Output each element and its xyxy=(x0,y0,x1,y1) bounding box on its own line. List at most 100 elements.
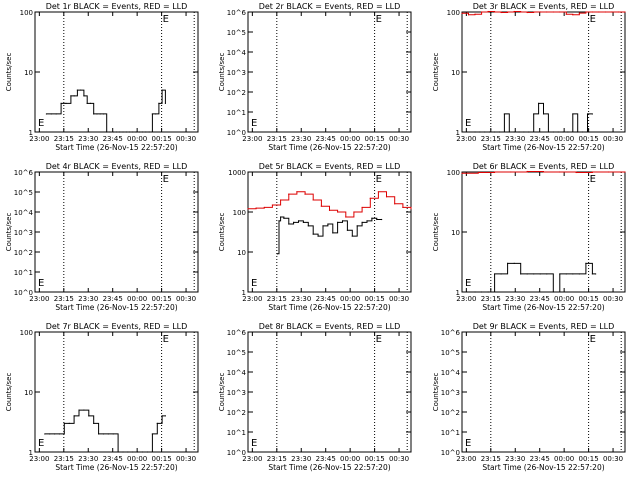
lld-data-point xyxy=(247,208,249,210)
events-data-point xyxy=(76,89,78,91)
y-tick-label: 10^1 xyxy=(14,269,33,277)
marker-e-right: E xyxy=(163,174,169,185)
events-data-point xyxy=(44,433,46,435)
y-axis-label: Counts/sec xyxy=(218,373,226,412)
x-tick-label: 00:00 xyxy=(127,135,147,143)
lld-data-point xyxy=(542,171,545,173)
x-axis-label: Start Time (26-Nov-15 22:57:20) xyxy=(482,303,604,312)
x-tick-label: 00:00 xyxy=(127,455,147,463)
detector-panel: Det 9r BLACK = Events, RED = LLD E E 23:00 2… xyxy=(432,322,626,472)
events-data-point xyxy=(102,433,105,435)
events-data-point xyxy=(376,218,378,221)
x-tick-label: 23:15 xyxy=(267,295,287,303)
y-tick-label: 10^0 xyxy=(227,449,246,457)
events-data-point xyxy=(508,131,510,133)
y-tick-label: 10^6 xyxy=(14,169,34,177)
y-axis-label: Counts/sec xyxy=(5,373,13,412)
y-tick-label: 10^5 xyxy=(14,189,33,197)
x-tick-label: 23:00 xyxy=(29,135,49,143)
x-tick-label: 23:30 xyxy=(291,135,311,143)
events-data-point xyxy=(119,131,121,133)
events-data-point xyxy=(60,102,62,104)
events-data-point xyxy=(55,113,57,115)
lld-data-point xyxy=(474,13,476,15)
events-data-point xyxy=(381,218,383,221)
x-tick-label: 23:15 xyxy=(54,295,74,303)
lld-data-point xyxy=(539,11,541,13)
detector-panel: Det 2r BLACK = Events, RED = LLD E E 23:00 2… xyxy=(218,2,412,152)
x-tick-label: 23:45 xyxy=(103,455,123,463)
x-tick-label: 00:15 xyxy=(365,295,385,303)
events-data-point xyxy=(293,221,295,223)
events-data-point xyxy=(86,102,88,104)
lld-data-point xyxy=(288,193,290,195)
y-tick-label: 100 xyxy=(447,9,460,17)
events-data-point xyxy=(346,229,349,231)
plot-frame xyxy=(247,331,412,453)
lld-data-point xyxy=(533,11,535,13)
x-tick-label: 23:00 xyxy=(456,455,476,463)
x-tick-label: 00:00 xyxy=(554,135,574,143)
events-data-point xyxy=(557,131,559,133)
plot-frame xyxy=(461,331,626,453)
lld-data-point xyxy=(520,11,522,13)
events-data-point xyxy=(513,262,515,264)
x-tick-label: 00:15 xyxy=(152,135,172,143)
events-data-point xyxy=(526,273,528,275)
events-data-point xyxy=(280,216,282,218)
events-data-point xyxy=(53,433,56,435)
events-data-point xyxy=(156,422,158,424)
panel-title: Det 8r BLACK = Events, RED = LLD xyxy=(259,322,401,331)
lld-data-point xyxy=(507,11,509,13)
events-data-point xyxy=(145,131,147,133)
x-tick-label: 00:00 xyxy=(554,455,574,463)
events-data-point xyxy=(552,291,554,293)
x-tick-label: 00:15 xyxy=(152,295,172,303)
x-tick-label: 00:15 xyxy=(152,455,172,463)
lld-data-point xyxy=(280,199,282,201)
events-data-point xyxy=(341,220,344,222)
x-tick-label: 23:30 xyxy=(505,135,525,143)
y-tick-label: 1 xyxy=(29,449,33,457)
lld-data-point xyxy=(559,11,561,13)
events-data-point xyxy=(582,131,584,133)
y-tick-label: 1 xyxy=(456,129,460,137)
lld-data-point xyxy=(565,13,567,15)
lld-data-point xyxy=(467,14,470,16)
events-data-point xyxy=(513,131,515,133)
y-tick-label: 10^4 xyxy=(227,369,247,377)
events-data-point xyxy=(312,233,314,235)
detector-panel: Det 5r BLACK = Events, RED = LLD E E 23:00 2… xyxy=(218,162,412,312)
events-data-point xyxy=(327,223,329,225)
lld-data-point xyxy=(328,209,331,211)
events-data-point xyxy=(507,262,509,264)
events-data-point xyxy=(366,220,368,222)
events-data-point xyxy=(155,113,157,115)
detector-panel: Det 8r BLACK = Events, RED = LLD E E 23:00 2… xyxy=(218,322,412,472)
events-data-point xyxy=(572,113,574,115)
x-tick-label: 00:15 xyxy=(579,295,599,303)
events-data-point xyxy=(128,131,131,133)
events-data-point xyxy=(474,131,476,133)
x-tick-label: 23:45 xyxy=(530,455,550,463)
events-data-point xyxy=(151,113,153,115)
x-tick-label: 00:30 xyxy=(176,295,196,303)
lld-data-point xyxy=(559,171,561,173)
x-tick-label: 23:30 xyxy=(505,455,525,463)
events-series-line xyxy=(44,409,166,453)
events-data-point xyxy=(332,232,334,234)
lld-data-point xyxy=(624,171,626,173)
lld-data-point xyxy=(410,208,412,210)
x-tick-label: 23:15 xyxy=(267,135,287,143)
y-tick-label: 10^3 xyxy=(441,389,460,397)
lld-data-point xyxy=(604,11,607,13)
events-data-point xyxy=(80,89,82,91)
events-data-point xyxy=(503,113,505,115)
lld-data-point xyxy=(394,203,396,205)
x-tick-label: 00:00 xyxy=(340,295,360,303)
y-axis-label: Counts/sec xyxy=(432,373,440,412)
events-data-point xyxy=(122,131,124,133)
events-data-point xyxy=(297,220,300,222)
lld-data-point xyxy=(477,171,479,174)
events-data-point xyxy=(132,451,134,453)
